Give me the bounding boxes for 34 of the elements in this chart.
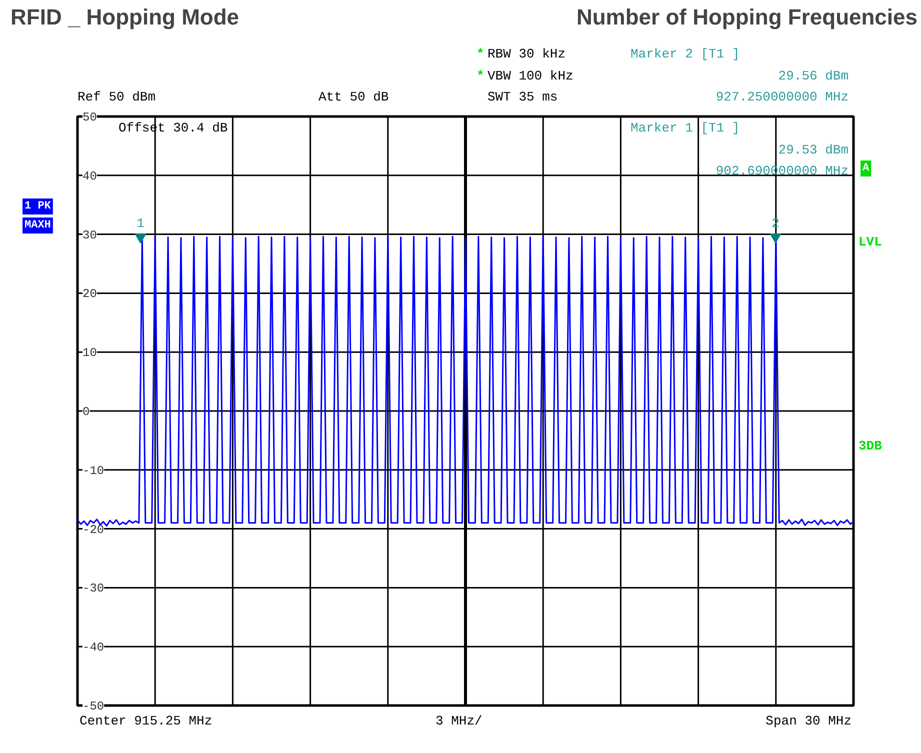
chart-subtitle: Number of Hopping Frequencies	[576, 4, 918, 30]
text: *	[476, 46, 484, 62]
y-tick-label: 20	[82, 287, 97, 302]
y-tick-label: 0	[82, 405, 90, 419]
chart-title: RFID _ Hopping Mode	[10, 4, 240, 30]
text: *	[476, 68, 484, 84]
y-tick-label: -10	[82, 464, 104, 478]
text: 1 PK	[24, 200, 52, 212]
text: VBW 100 kHz	[488, 68, 574, 84]
annotation: 1	[136, 216, 145, 232]
text: 3DB	[858, 438, 882, 454]
y-tick-label: -20	[82, 522, 104, 537]
text: Ref 50 dBm	[78, 90, 156, 104]
text: 29.56 dBm	[778, 68, 849, 84]
y-tick-label: 50	[82, 110, 97, 124]
y-tick-label: 10	[82, 346, 97, 360]
annotation: 29.53 dBm	[778, 142, 849, 158]
text: Span 30 MHz	[766, 714, 852, 728]
text: 927.250000000 MHz	[716, 90, 849, 104]
text: 3 MHz/	[436, 714, 483, 728]
y-tick-label: -40	[82, 640, 104, 655]
y-tick-label: 40	[82, 169, 97, 184]
text: Center 915.25 MHz	[80, 714, 212, 728]
text: Marker 2 [T1 ]	[630, 46, 740, 62]
y-tick-label: -50	[82, 700, 104, 714]
text: Att 50 dB	[318, 90, 389, 104]
text: MAXH	[24, 220, 51, 232]
text: SWT 35 ms	[488, 90, 558, 104]
y-tick-label: -30	[82, 582, 104, 596]
annotation: Marker 1 [T1 ]	[630, 120, 740, 136]
text: RBW 30 kHz	[488, 46, 566, 62]
y-tick-label: 30	[82, 228, 97, 242]
text: LVL	[858, 234, 882, 250]
text: A	[862, 162, 870, 174]
